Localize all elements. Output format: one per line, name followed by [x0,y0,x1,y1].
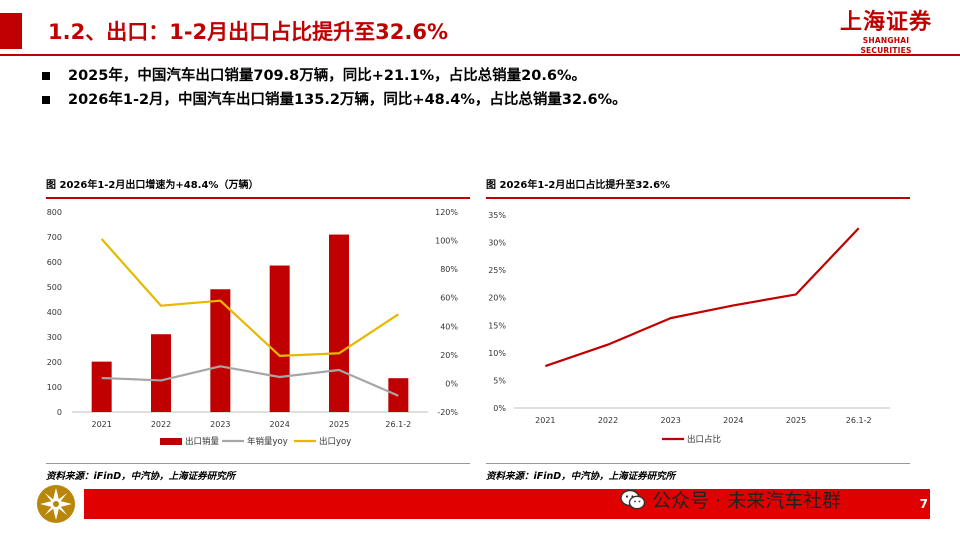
right-chart-title-rule [486,197,910,199]
bullet-square-icon [42,72,50,80]
logo-english-text: SHANGHAI SECURITIES [860,36,912,55]
y-axis-tick-label: 0 [57,408,62,417]
x-axis-tick-label: 26.1-2 [385,420,411,429]
legend-label-export-yoy: 出口yoy [319,436,351,447]
y-axis-tick-label: 30% [488,239,506,248]
right-source-rule [486,463,910,464]
y-axis-tick-label: 500 [47,283,62,292]
bar-export-volume [91,361,112,412]
left-chart-source: 资料来源：iFinD，中汽协，上海证券研究所 [46,471,236,482]
export-share-panel: 图 2026年1-2月出口占比提升至32.6% [486,178,910,199]
y-axis-tick-label: 800 [47,208,62,217]
page-number: 7 [919,497,928,511]
y2-axis-tick-label: 80% [440,265,458,274]
logo-chinese-text: 上海证券 [839,10,932,35]
export-volume-chart-svg: 0 100 200 300 400 500 600 700 800 -20% 0% 20% 40% 60%… [47,208,459,447]
bullet-text: 2025年，中国汽车出口销量709.8万辆，同比+21.1%，占比总销量20.6… [68,68,586,84]
x-axis-tick-label: 2021 [91,420,111,429]
y-axis-tick-label: 20% [488,294,506,303]
bar-export-volume [151,334,171,412]
shanghai-securities-logo: 上海证券 SHANGHAI SECURITIES [838,10,934,56]
title-accent-bar [0,13,22,49]
bar-export-volume [210,289,231,412]
legend-label-total-sales-yoy: 年销量yoy [247,436,288,447]
x-axis-tick-label: 2024 [723,416,743,425]
wechat-icon [620,489,646,509]
bar-export-volume [329,234,349,412]
left-chart-title: 图 2026年1-2月出口增速为+48.4%（万辆） [46,180,259,191]
y2-axis-tick-label: 100% [435,237,458,246]
export-share-chart: 0% 5% 10% 15% 20% 25% 30% 35% 2021 2022 2023 2024 20… [480,200,910,458]
title-divider [0,54,960,56]
y-axis-tick-label: 600 [47,258,62,267]
y-axis-tick-label: 0% [493,404,506,413]
right-chart-title: 图 2026年1-2月出口占比提升至32.6% [486,180,671,191]
line-export-share [544,227,860,368]
y2-axis-tick-label: -20% [437,408,458,417]
x-axis-tick-label: 2022 [151,420,171,429]
y-axis-tick-label: 35% [488,211,506,220]
x-axis-tick-label: 26.1-2 [846,416,872,425]
y-axis-tick-label: 200 [47,358,62,367]
y-axis-tick-label: 300 [47,333,62,342]
y-axis-tick-label: 700 [47,233,62,242]
y2-axis-tick-label: 0% [445,379,458,388]
legend-swatch-export-volume [160,438,182,445]
line-export-yoy [100,238,399,357]
bullet-item: 2026年1-2月，中国汽车出口销量135.2万辆，同比+48.4%，占比总销量… [42,88,627,112]
y-axis-tick-label: 10% [488,349,506,358]
y-axis-tick-label: 15% [488,321,506,330]
x-axis-tick-label: 2022 [598,416,618,425]
y2-axis-tick-label: 20% [440,351,458,360]
left-source-rule [46,463,470,464]
wechat-watermark: 公众号 · 未来汽车社群 [620,486,841,513]
x-axis-tick-label: 2025 [786,416,806,425]
bar-export-volume [269,265,290,412]
legend-label-export-volume: 出口销量 [185,436,220,447]
y2-axis-tick-label: 120% [435,208,458,217]
x-axis-tick-label: 2021 [535,416,555,425]
export-volume-panel: 图 2026年1-2月出口增速为+48.4%（万辆） [46,178,470,199]
company-emblem-icon [37,485,75,523]
x-axis-tick-label: 2023 [660,416,680,425]
y-axis-tick-label: 100 [47,383,62,392]
y-axis-tick-label: 25% [488,266,506,275]
bullet-text: 2026年1-2月，中国汽车出口销量135.2万辆，同比+48.4%，占比总销量… [68,92,627,108]
export-share-chart-svg: 0% 5% 10% 15% 20% 25% 30% 35% 2021 2022 2023 2024 20… [488,211,890,445]
y2-axis-tick-label: 60% [440,294,458,303]
x-axis-tick-label: 2024 [269,420,289,429]
legend-label-export-share: 出口占比 [687,434,721,445]
bullet-square-icon [42,96,50,104]
bullet-item: 2025年，中国汽车出口销量709.8万辆，同比+21.1%，占比总销量20.6… [42,64,627,88]
right-chart-source: 资料来源：iFinD，中汽协，上海证券研究所 [486,471,676,482]
summary-bullets: 2025年，中国汽车出口销量709.8万辆，同比+21.1%，占比总销量20.6… [42,64,627,112]
x-axis-tick-label: 2023 [210,420,230,429]
export-volume-chart: 0 100 200 300 400 500 600 700 800 -20% 0% 20% 40% 60%… [40,200,470,458]
y-axis-tick-label: 400 [47,308,62,317]
watermark-text: 公众号 · 未来汽车社群 [652,490,842,512]
x-axis-tick-label: 2025 [329,420,349,429]
y2-axis-tick-label: 40% [440,322,458,331]
line-total-sales-yoy [101,365,399,397]
footer-band [84,489,930,519]
left-chart-title-rule [46,197,470,199]
slide-title: 1.2、出口：1-2月出口占比提升至32.6% [48,20,448,44]
slide-header: 1.2、出口：1-2月出口占比提升至32.6% 上海证券 SHANGHAI SE… [0,0,960,56]
y-axis-tick-label: 5% [493,376,506,385]
